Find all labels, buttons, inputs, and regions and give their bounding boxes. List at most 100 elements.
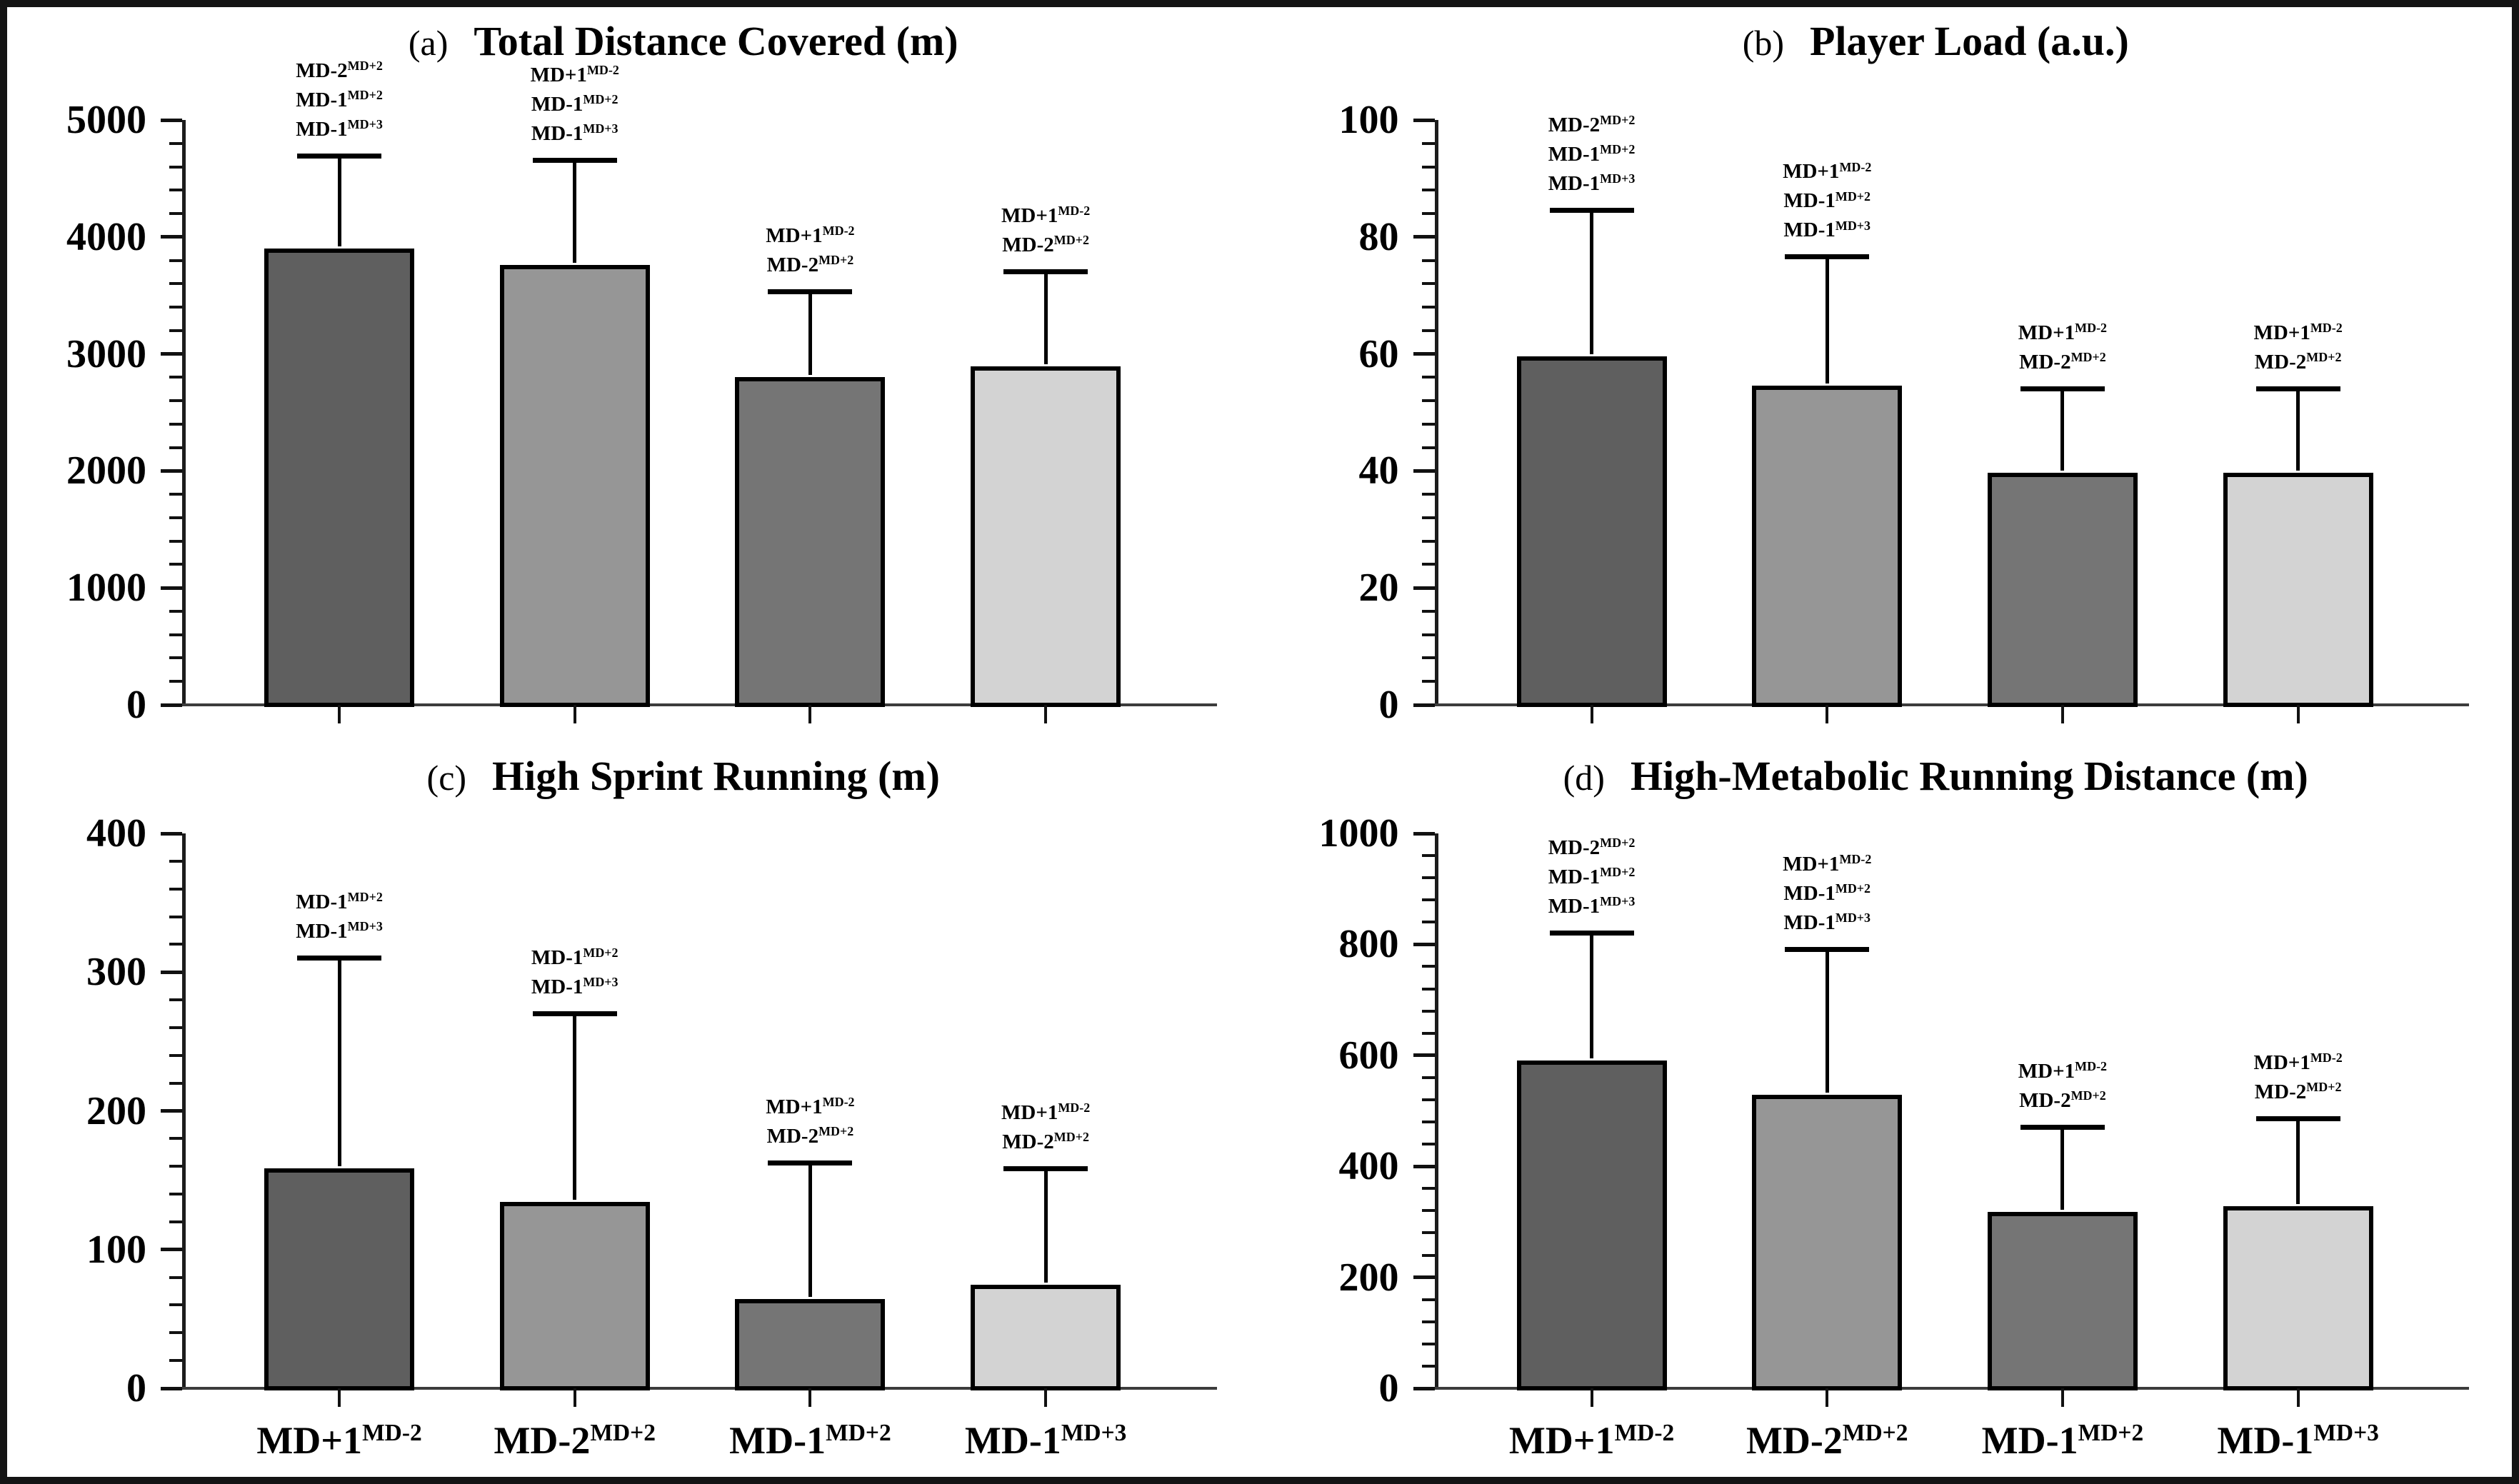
y-axis-line <box>1434 833 1438 1388</box>
y-minor-tick <box>169 165 182 169</box>
y-major-tick <box>161 831 182 836</box>
panel-a-plot: 0 1000 2000 3000 4000 5000 MD-2MD+2 MD-1MD+2 MD-… <box>66 59 1217 727</box>
x-category-label: MD-1MD+3 <box>881 1418 1210 1463</box>
bar-annotation-line: MD-1MD+3 <box>1442 893 1742 922</box>
annotation-base: MD+1 <box>766 1096 823 1119</box>
y-major-tick <box>1413 942 1435 946</box>
bar-slot: MD+1MD-2 MD-2MD+2 MD-1MD+2 <box>729 833 891 1462</box>
panel-letter: (d) <box>1563 758 1605 798</box>
bar-annotation-line: MD-1MD+2 <box>425 944 725 973</box>
annotation-base: MD-2 <box>2019 350 2071 373</box>
y-minor-tick <box>169 329 182 332</box>
bar-annotation-line: MD-1MD+2 <box>1442 141 1742 170</box>
error-bar-cap <box>2020 1124 2105 1130</box>
error-bar-cap <box>1785 947 1870 953</box>
y-minor-tick <box>1421 656 1435 660</box>
bar <box>1516 356 1667 707</box>
y-minor-tick <box>1421 212 1435 216</box>
error-bar-cap <box>768 1160 853 1166</box>
error-bar-line <box>337 958 341 1167</box>
bar <box>2223 1206 2373 1390</box>
panel-title-text: Total Distance Covered (m) <box>474 18 958 64</box>
annotation-base: MD-1 <box>1548 865 1601 888</box>
annotation-sup: MD+3 <box>1835 218 1871 233</box>
annotation-sup: MD+2 <box>583 92 619 107</box>
annotation-sup: MD-2 <box>1058 204 1091 219</box>
y-major-tick <box>1413 235 1435 239</box>
panel-d: (d) High-Metabolic Running Distance (m) 0… <box>1260 742 2513 1477</box>
bar <box>735 377 886 707</box>
bar-annotation-line: MD-1MD+3 <box>1677 216 1977 246</box>
annotation-base: MD+1 <box>2253 1051 2310 1075</box>
bar-annotation-line: MD-1MD+3 <box>1677 909 1977 938</box>
y-minor-tick <box>1421 1342 1435 1345</box>
bar-annotation: MD+1MD-2 MD-1MD+2 MD-1MD+3 <box>1677 158 1977 246</box>
annotation-base: MD-2 <box>2019 1088 2071 1112</box>
annotation-base: MD-2 <box>2254 350 2307 373</box>
y-major-tick <box>161 352 182 356</box>
bar-annotation-line: MD-2MD+2 <box>1442 111 1742 141</box>
y-minor-tick <box>1421 1120 1435 1124</box>
x-category-sup: MD+2 <box>2078 1419 2144 1446</box>
bar-annotation: MD+1MD-2 MD-1MD+2 MD-1MD+3 <box>1677 851 1977 938</box>
annotation-base: MD+1 <box>1783 853 1840 876</box>
panel-title-text: High-Metabolic Running Distance (m) <box>1630 753 2308 799</box>
y-major-tick <box>1413 1386 1435 1390</box>
y-tick-label: 400 <box>86 811 146 856</box>
y-minor-tick <box>1421 376 1435 379</box>
error-bar-line <box>2296 388 2300 471</box>
annotation-base: MD-2 <box>766 1125 819 1148</box>
annotation-sup: MD+2 <box>347 889 383 904</box>
y-major-tick <box>161 1386 182 1390</box>
y-major-tick <box>161 1248 182 1252</box>
bar-annotation-line: MD-1MD+2 <box>189 86 489 116</box>
y-major-tick <box>161 235 182 239</box>
y-minor-tick <box>169 446 182 449</box>
y-major-tick <box>161 586 182 590</box>
panel-c-title: (c) High Sprint Running (m) <box>150 752 1217 800</box>
y-minor-tick <box>1421 1009 1435 1013</box>
y-minor-tick <box>1421 1364 1435 1368</box>
bar-annotation-line: MD+1MD-2 <box>1913 319 2213 349</box>
error-bar-line <box>1043 271 1048 365</box>
y-minor-tick <box>169 1193 182 1196</box>
annotation-base: MD+1 <box>766 224 823 247</box>
y-minor-tick <box>169 282 182 286</box>
y-minor-tick <box>169 259 182 262</box>
annotation-sup: MD+2 <box>1600 836 1636 850</box>
y-minor-tick <box>1421 563 1435 566</box>
bar <box>971 366 1121 707</box>
y-minor-tick <box>169 516 182 519</box>
panel-d-plot: 0 200 400 600 800 1000 MD-2MD+2 MD-1MD+2 MD-1MD+… <box>1319 811 2469 1462</box>
x-category-sup: MD+2 <box>826 1419 891 1446</box>
error-bar-cap <box>1003 269 1088 274</box>
x-category-base: MD+1 <box>1508 1419 1615 1462</box>
y-minor-tick <box>1421 329 1435 332</box>
y-minor-tick <box>1421 282 1435 286</box>
y-minor-tick <box>169 1165 182 1168</box>
y-minor-tick <box>1421 141 1435 145</box>
y-major-tick <box>1413 352 1435 356</box>
annotation-base: MD-1 <box>531 122 584 146</box>
y-major-tick <box>1413 586 1435 590</box>
y-tick-label: 100 <box>1338 98 1399 142</box>
bar-annotation: MD+1MD-2 MD-2MD+2 <box>2148 1049 2448 1108</box>
panel-c: (c) High Sprint Running (m) 0 100 200 300 400… <box>7 742 1260 1477</box>
y-minor-tick <box>169 998 182 1002</box>
panel-letter: (c) <box>426 758 467 798</box>
annotation-sup: MD+3 <box>347 116 383 131</box>
x-category-sup: MD+3 <box>1061 1419 1127 1446</box>
y-major-tick <box>161 1109 182 1113</box>
y-tick-label: 1000 <box>66 566 146 611</box>
annotation-base: MD-2 <box>1548 113 1601 136</box>
y-minor-tick <box>169 493 182 496</box>
y-tick-label: 300 <box>86 950 146 995</box>
annotation-sup: MD+2 <box>583 945 619 960</box>
y-minor-tick <box>1421 987 1435 991</box>
x-category-sup: MD-2 <box>362 1419 422 1446</box>
panel-title-text: High Sprint Running (m) <box>492 753 940 799</box>
error-bar-line <box>808 1163 812 1297</box>
x-axis-tick <box>1826 705 1829 723</box>
x-category-sup: MD+2 <box>1842 1419 1908 1446</box>
bar-annotation-line: MD-2MD+2 <box>189 57 489 86</box>
